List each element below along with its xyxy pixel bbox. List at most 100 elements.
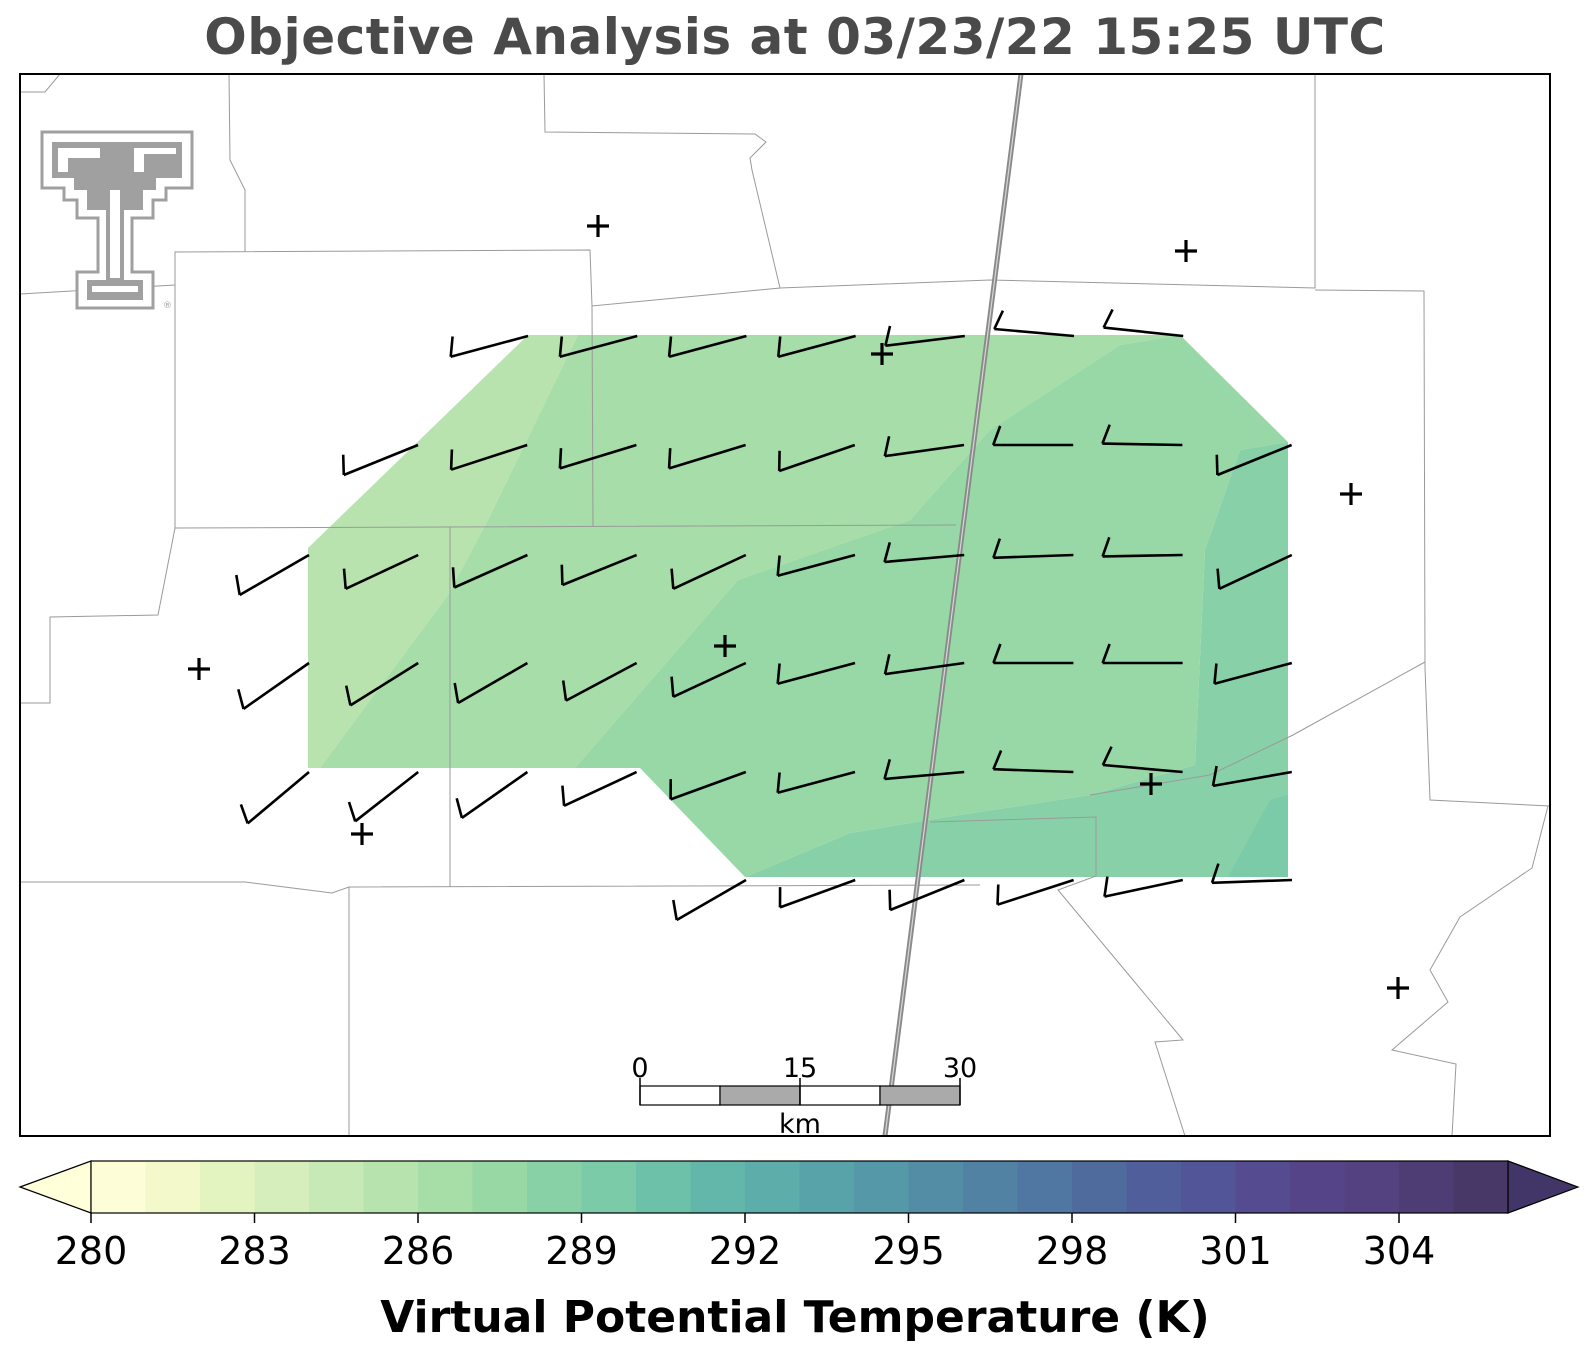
field-band-287 [575,335,1288,877]
scale-seg-2 [719,1085,801,1106]
colorbar-extend-under [18,1160,92,1214]
colorbar-cell [254,1161,310,1213]
wind-barb [993,310,1075,338]
wind-barb [992,643,1074,665]
colorbar-cell [1399,1161,1455,1213]
colorbar-cell [1453,1161,1509,1213]
scale-label-30: 30 [943,1053,977,1084]
map-panel [20,74,1550,1136]
wind-barb [672,878,747,922]
wind-barb [776,553,856,577]
map-frame [19,73,1551,1137]
wind-barb [778,878,856,909]
colorbar-cell [581,1161,637,1213]
colorbar-cell [636,1161,692,1213]
wind-barb [451,553,528,589]
colorbar-tick-label: 283 [218,1229,291,1273]
wind-barb [1103,876,1184,898]
station-marker [1175,240,1197,262]
colorbar-cell [1181,1161,1237,1213]
wind-barb [883,436,965,458]
scale-seg-3 [799,1085,881,1106]
wind-barb [1101,424,1183,447]
wind-barb [453,661,529,705]
colorbar-extend-over [1507,1160,1580,1214]
station-marker [1340,483,1362,505]
wind-barb [1213,661,1293,685]
colorbar-cell [418,1161,474,1213]
colorbar-cell [1072,1161,1128,1213]
station-marker [587,215,609,237]
wind-barb [777,443,856,473]
wind-barb [883,759,965,781]
colorbar-cell [854,1161,910,1213]
wind-barb [455,770,529,819]
colorbar-cell [1344,1161,1400,1213]
wind-barb [992,750,1074,774]
scale-label-15: 15 [783,1053,817,1084]
station-marker [1387,977,1409,999]
wind-barb [1215,443,1293,477]
colorbar-cell [91,1161,147,1213]
colorbar-cell [1235,1161,1291,1213]
colorbar-tick-label: 295 [872,1229,945,1273]
colorbar-tick-label: 286 [382,1229,455,1273]
station-marker [1140,773,1162,795]
colorbar-cell [1290,1161,1346,1213]
colorbar-cell [690,1161,746,1213]
wind-barb [558,443,637,470]
colorbar-cell [799,1161,855,1213]
colorbar: 280 283 286 289 292 295 298 301 304 [18,1160,1580,1273]
colorbar-cell [309,1161,365,1213]
station-marker [714,635,736,657]
wind-barb [449,334,529,358]
wind-barb [561,661,638,702]
wind-barb [239,771,310,825]
wind-barb [560,553,638,587]
wind-barb [1102,308,1184,338]
colorbar-cell [908,1161,964,1213]
colorbar-tick-label: 289 [545,1229,618,1273]
colorbar-cell [145,1161,201,1213]
logo-double-t-highlight [58,148,176,292]
wind-barb [777,334,856,358]
field-band-289 [1228,795,1288,877]
wind-barb [667,443,746,470]
wind-barb [1210,863,1293,885]
wind-barb [237,661,310,710]
wind-barb [342,553,419,590]
wind-barb [888,878,965,912]
colorbar-cell [200,1161,256,1213]
colorbar-cell [1017,1161,1073,1213]
analysis-field [308,335,1288,877]
wind-barb [235,553,310,597]
wind-barb [341,443,419,477]
wind-barb [996,878,1075,906]
wind-barb [669,770,747,801]
wind-barbs [235,308,1293,922]
field-band-288 [745,442,1288,877]
station-markers [188,215,1409,999]
colorbar-tick-label: 301 [1199,1229,1272,1273]
colorbar-tick-label: 298 [1036,1229,1109,1273]
wind-barb [347,770,420,823]
wind-barb [1216,553,1293,590]
wind-barb [561,770,638,807]
station-marker [188,658,210,680]
wind-barb [670,661,747,698]
field-band-286 [320,335,1180,768]
scale-unit: km [779,1109,821,1140]
colorbar-cell [472,1161,528,1213]
scale-seg-1 [639,1085,721,1106]
colorbar-cell [745,1161,801,1213]
wind-barb [883,654,965,676]
colorbar-tick-label: 304 [1363,1229,1436,1273]
scale-seg-4 [879,1085,961,1106]
wind-barb [449,443,528,471]
scale-bar: 0 15 30 km [631,1053,977,1140]
logo-registered-mark: ® [163,301,172,311]
colorbar-cell [363,1161,419,1213]
wind-barb [670,553,747,590]
wind-barb [1101,536,1183,558]
